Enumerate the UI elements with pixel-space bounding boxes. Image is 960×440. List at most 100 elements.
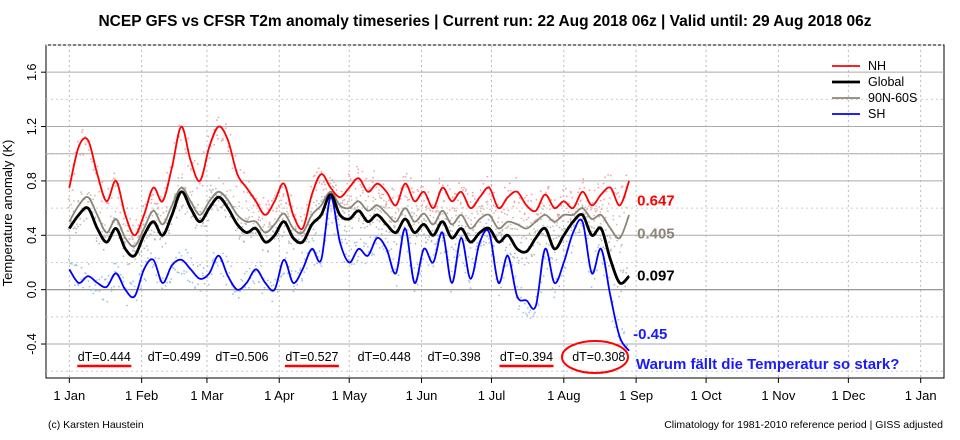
scatter-point xyxy=(247,209,250,212)
scatter-point xyxy=(105,278,107,281)
scatter-point xyxy=(506,264,509,266)
scatter-point xyxy=(562,188,564,191)
scatter-point xyxy=(134,258,137,261)
scatter-point xyxy=(155,274,158,277)
scatter-point xyxy=(597,186,600,189)
scatter-point xyxy=(534,230,537,233)
scatter-point xyxy=(570,229,573,232)
scatter-point xyxy=(113,217,115,219)
scatter-point xyxy=(471,212,473,215)
scatter-point xyxy=(191,281,194,284)
scatter-point xyxy=(480,205,483,208)
scatter-point xyxy=(571,196,574,199)
scatter-point xyxy=(553,229,555,232)
scatter-point xyxy=(210,184,212,187)
scatter-point xyxy=(591,202,594,204)
scatter-point xyxy=(479,189,482,192)
scatter-point xyxy=(390,270,393,273)
scatter-point xyxy=(507,225,510,228)
scatter-point xyxy=(76,223,78,226)
scatter-point xyxy=(303,271,306,273)
scatter-point xyxy=(354,187,357,190)
scatter-point xyxy=(417,190,420,193)
scatter-point xyxy=(464,190,467,192)
scatter-point xyxy=(532,315,535,318)
scatter-point xyxy=(150,195,153,197)
scatter-point xyxy=(184,213,187,215)
scatter-point xyxy=(577,231,580,234)
scatter-point xyxy=(104,224,106,226)
scatter-point xyxy=(346,194,349,197)
scatter-point xyxy=(85,217,88,220)
scatter-point xyxy=(394,212,397,214)
x-tick-label: 1 Oct xyxy=(691,388,722,403)
scatter-point xyxy=(360,261,363,264)
scatter-point xyxy=(88,149,90,151)
scatter-point xyxy=(267,225,269,228)
scatter-point xyxy=(552,237,555,240)
scatter-point xyxy=(174,268,177,271)
scatter-point xyxy=(197,283,199,286)
scatter-point xyxy=(100,276,103,278)
scatter-point xyxy=(229,152,231,155)
scatter-point xyxy=(525,218,528,221)
scatter-point xyxy=(553,199,556,201)
scatter-point xyxy=(405,196,408,199)
scatter-point xyxy=(521,257,523,260)
scatter-point xyxy=(464,225,467,228)
scatter-point xyxy=(356,259,359,262)
scatter-point xyxy=(162,211,165,214)
scatter-point xyxy=(73,264,76,267)
scatter-point xyxy=(372,196,375,199)
end-label-90n-60s: 0.405 xyxy=(637,226,675,243)
scatter-point xyxy=(215,187,217,190)
scatter-point xyxy=(254,264,257,267)
scatter-point xyxy=(184,187,187,190)
scatter-point xyxy=(123,217,125,220)
scatter-point xyxy=(512,255,514,258)
scatter-point xyxy=(202,222,205,225)
scatter-point xyxy=(227,260,229,263)
scatter-point xyxy=(375,235,378,238)
scatter-point xyxy=(185,248,187,251)
scatter-point xyxy=(407,204,409,207)
scatter-point xyxy=(287,240,290,243)
scatter-point xyxy=(206,199,209,201)
scatter-point xyxy=(556,213,559,216)
scatter-point xyxy=(297,272,299,274)
scatter-point xyxy=(159,238,162,241)
scatter-point xyxy=(69,262,71,265)
scatter-point xyxy=(165,205,168,208)
scatter-point xyxy=(503,212,506,215)
scatter-point xyxy=(461,189,464,192)
scatter-point xyxy=(166,171,169,174)
scatter-point xyxy=(479,221,482,223)
scatter-point xyxy=(228,272,231,274)
scatter-point xyxy=(577,203,580,206)
dt-label-4: dT=0.448 xyxy=(358,350,411,364)
scatter-point xyxy=(440,252,442,255)
scatter-point xyxy=(75,231,77,234)
scatter-point xyxy=(626,344,629,347)
scatter-point xyxy=(282,193,285,196)
scatter-point xyxy=(622,271,624,273)
scatter-point xyxy=(311,237,314,240)
scatter-point xyxy=(291,205,294,208)
scatter-point xyxy=(150,202,153,205)
scatter-point xyxy=(181,173,184,176)
end-label-sh: -0.45 xyxy=(633,326,667,343)
scatter-point xyxy=(208,188,211,191)
scatter-point xyxy=(239,235,241,238)
scatter-point xyxy=(464,239,467,242)
scatter-point xyxy=(566,195,568,198)
scatter-point xyxy=(617,318,620,321)
scatter-point xyxy=(413,223,415,226)
scatter-point xyxy=(385,230,388,233)
scatter-point xyxy=(185,271,188,273)
scatter-point xyxy=(245,200,248,203)
scatter-point xyxy=(290,273,293,275)
scatter-point xyxy=(79,154,81,156)
scatter-point xyxy=(73,284,76,287)
scatter-point xyxy=(350,248,353,251)
scatter-point xyxy=(593,189,596,192)
